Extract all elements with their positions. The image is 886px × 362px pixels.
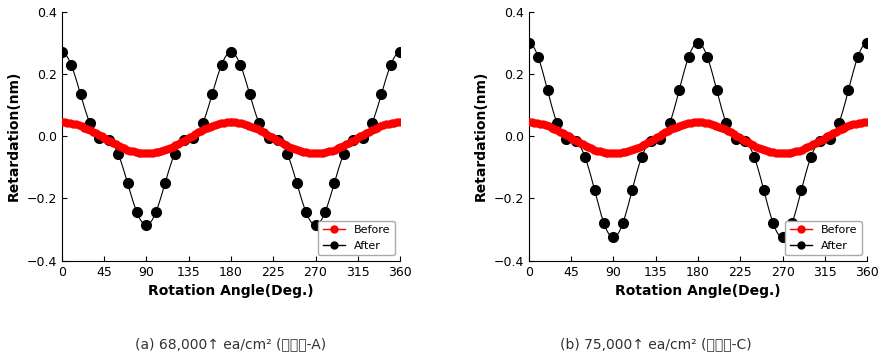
Legend: Before, After: Before, After [785, 221, 861, 255]
Text: (b) 75,000↑ ea/cm² (러빙포-C): (b) 75,000↑ ea/cm² (러빙포-C) [560, 337, 751, 351]
Text: (a) 68,000↑ ea/cm² (러빙포-A): (a) 68,000↑ ea/cm² (러빙포-A) [135, 337, 326, 351]
Legend: Before, After: Before, After [318, 221, 394, 255]
Y-axis label: Retardation(nm): Retardation(nm) [7, 71, 21, 202]
Y-axis label: Retardation(nm): Retardation(nm) [474, 71, 488, 202]
X-axis label: Rotation Angle(Deg.): Rotation Angle(Deg.) [148, 284, 314, 298]
X-axis label: Rotation Angle(Deg.): Rotation Angle(Deg.) [615, 284, 781, 298]
